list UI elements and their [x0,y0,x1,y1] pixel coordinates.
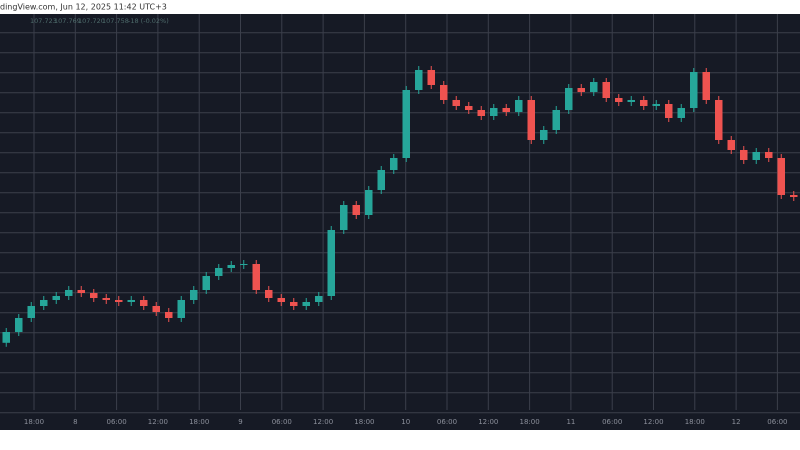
x-tick-label: 12:00 [478,418,498,426]
x-tick-label: 06:00 [272,418,292,426]
candle-body [190,290,198,300]
candle-body [227,265,235,268]
x-tick-label: 12 [732,418,741,426]
candle-body [577,88,585,92]
candle-body [127,300,135,302]
candle-body [102,298,110,300]
candle-body [652,104,660,106]
ohlc-value: 107.720 [78,17,105,25]
candle-body [715,100,723,140]
candle-body [177,300,185,318]
candle-body [440,85,448,100]
candle-body [152,306,160,312]
candle-body [252,264,260,290]
plot-background [0,14,800,430]
candle-body [640,100,648,106]
candle-body [490,108,498,116]
candle-body [415,70,423,90]
candle-body [27,306,35,318]
candle-body [690,72,698,108]
candle-body [52,296,60,300]
ohlc-value: 107.769 [54,17,81,25]
candle-body [340,205,348,230]
candle-body [527,100,535,140]
candle-body [552,110,560,130]
candle-body [702,72,710,100]
candle-body [477,110,485,116]
candle-body [327,230,335,296]
candle-body [290,302,298,306]
chart-title: dingView.com, Jun 12, 2025 11:42 UTC+3 [0,3,167,12]
ohlc-value: -18 (-0.02%) [128,17,169,25]
candle-body [115,300,123,302]
x-tick-label: 11 [566,418,575,426]
candle-body [665,104,673,118]
candle-body [602,82,610,98]
candle-body [40,300,48,306]
candle-body [465,106,473,110]
candle-body [165,312,173,318]
candle-body [77,290,85,293]
candle-body [65,290,73,296]
candle-body [452,100,460,106]
candle-body [677,108,685,118]
candle-body [590,82,598,92]
x-tick-label: 10 [401,418,410,426]
candle-body [515,100,523,112]
candle-body [427,70,435,85]
x-tick-label: 12:00 [148,418,168,426]
candle-body [752,152,760,160]
x-tick-label: 8 [73,418,77,426]
x-tick-label: 9 [238,418,242,426]
x-tick-label: 12:00 [643,418,663,426]
candle-body [15,318,23,332]
candle-body [277,298,285,302]
candle-body [402,90,410,158]
candle-body [615,98,623,102]
candle-body [265,290,273,298]
candle-body [315,296,323,302]
candle-body [140,300,148,306]
candle-body [2,332,10,343]
ohlc-value: 107.723 [30,17,57,25]
x-tick-label: 12:00 [313,418,333,426]
x-tick-label: 18:00 [520,418,540,426]
candle-body [202,276,210,290]
x-tick-label: 18:00 [24,418,44,426]
candle-body [540,130,548,140]
candle-body [627,100,635,102]
candle-body [352,205,360,215]
candle-body [390,158,398,170]
x-tick-label: 06:00 [602,418,622,426]
candle-body [215,268,223,276]
x-tick-label: 06:00 [437,418,457,426]
candle-body [302,302,310,306]
candle-body [790,195,798,197]
candle-body [565,88,573,110]
x-tick-label: 18:00 [685,418,705,426]
x-tick-label: 18:00 [189,418,209,426]
x-tick-label: 06:00 [767,418,787,426]
candle-body [727,140,735,150]
candle-body [740,150,748,160]
candle-body [90,293,98,298]
ohlc-value: 107.758 [102,17,129,25]
candle-body [240,264,248,265]
candle-body [502,108,510,112]
candle-body [377,170,385,190]
candle-body [765,152,773,158]
candle-body [365,190,373,215]
x-tick-label: 06:00 [107,418,127,426]
candle-body [777,158,785,195]
x-tick-label: 18:00 [354,418,374,426]
